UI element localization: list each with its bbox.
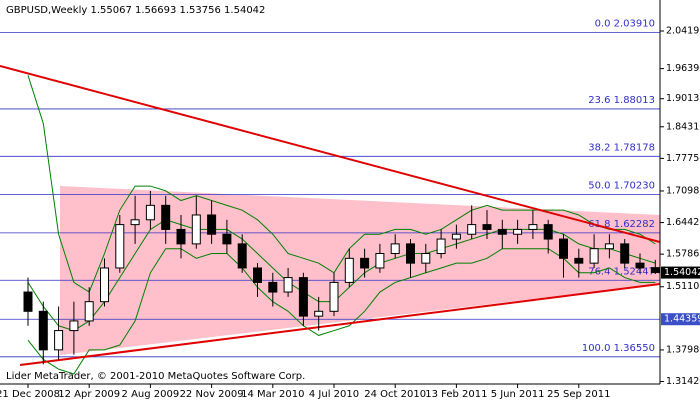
candle-body: [115, 224, 125, 269]
level-price-box: [661, 313, 700, 326]
y-tick-label: 1.84310: [666, 121, 700, 132]
x-tick-label: 22 Nov 2009: [180, 389, 244, 400]
candle-body: [497, 228, 507, 235]
candle-body: [54, 330, 64, 351]
y-tick-label: 1.31420: [666, 376, 700, 387]
fibo-label: 0.0 2.03910: [595, 18, 655, 29]
fibo-label: 76.4 1.52447: [588, 266, 655, 277]
candle-body: [375, 253, 385, 269]
candle-body: [406, 243, 415, 264]
y-tick-label: 1.57865: [666, 249, 700, 260]
fibo-label: 61.8 1.62282: [588, 219, 655, 230]
candle-body: [23, 291, 33, 312]
candle-body: [451, 233, 461, 240]
candle-body: [482, 224, 492, 230]
candle-body: [176, 228, 186, 245]
candle-body: [283, 277, 293, 293]
band-lower: [27, 248, 656, 375]
candle-body: [436, 238, 446, 255]
candle-body: [344, 257, 354, 283]
chart-title: GBPUSD,Weekly 1.55067 1.56693 1.53756 1.…: [6, 5, 265, 16]
candle-body: [191, 214, 201, 245]
x-tick-label: 5 Jun 2011: [491, 389, 545, 400]
y-tick-label: 2.04195: [666, 25, 700, 36]
candle-body: [574, 257, 584, 264]
candle-body: [38, 310, 48, 351]
fibo-label: 50.0 1.70230: [588, 181, 655, 192]
candle-body: [543, 224, 553, 240]
candle-body: [145, 204, 155, 221]
x-tick-label: 2 Aug 2009: [122, 389, 180, 400]
candle-body: [650, 267, 660, 274]
candle-body: [100, 267, 109, 303]
x-tick-label: 13 Feb 2011: [425, 389, 487, 400]
candle-body: [298, 277, 308, 317]
candle-body: [253, 267, 262, 283]
candle-body: [559, 238, 568, 259]
candle-body: [620, 243, 630, 264]
plot: 0.0 2.03910 23.6 1.88013 38.2 1.78178 50.0 …: [0, 18, 661, 375]
y-tick-label: 1.51100: [666, 281, 700, 292]
trendline: [19, 283, 661, 366]
candle-body: [513, 228, 523, 235]
x-tick-label: 4 Jul 2010: [309, 389, 359, 400]
x-tick-label: 25 Sep 2011: [547, 389, 610, 400]
y-tick-label: 1.37980: [666, 344, 700, 355]
x-tick-label: 21 Dec 2008: [0, 389, 60, 400]
candle-body: [314, 310, 324, 317]
fibo-label: 23.6 1.88013: [588, 95, 655, 106]
candle-body: [467, 224, 477, 235]
candle-body: [390, 243, 400, 255]
x-tick-label: 24 Oct 2010: [364, 389, 426, 400]
candle-body: [222, 233, 232, 245]
trendline: [0, 65, 661, 243]
x-tick-label: 12 Apr 2009: [58, 389, 120, 400]
candle-body: [528, 224, 538, 230]
candle-body: [161, 204, 171, 230]
current-price-label: 1.54042: [664, 267, 700, 278]
candle-body: [421, 253, 431, 264]
candle-body: [84, 301, 94, 322]
y-tick-label: 1.70985: [666, 185, 700, 196]
y-tick-label: 1.64425: [666, 217, 700, 228]
fibo-label: 38.2 1.78178: [588, 142, 655, 153]
candle-body: [329, 281, 339, 312]
fibo-label: 100.0 1.36550: [582, 343, 655, 354]
candle-body: [69, 320, 79, 332]
band-upper: [27, 75, 656, 293]
y-tick-label: 1.90135: [666, 93, 700, 104]
candle-body: [237, 243, 247, 269]
candle-body: [360, 257, 370, 269]
candle-body: [635, 262, 645, 269]
footer: Lider MetaTrader, © 2001-2010 MetaQuotes…: [6, 371, 305, 382]
x-tick-label: 14 Mar 2010: [241, 389, 304, 400]
candle-body: [130, 219, 140, 226]
y-tick-label: 1.77750: [666, 153, 700, 164]
candle-body: [604, 243, 614, 250]
level-price-label: 1.44359: [664, 314, 700, 325]
candle-body: [207, 214, 217, 235]
candle-body: [589, 248, 599, 264]
current-price-box: [661, 266, 700, 279]
y-tick-label: 1.96390: [666, 63, 700, 74]
candle-body: [268, 281, 278, 293]
